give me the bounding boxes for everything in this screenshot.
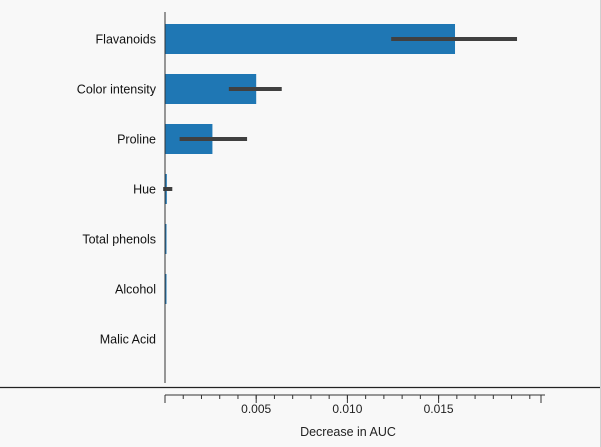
category-label: Hue [133, 183, 156, 197]
x-axis-title: Decrease in AUC [300, 425, 396, 439]
category-label: Alcohol [115, 283, 156, 297]
x-tick-label: 0.010 [332, 402, 362, 416]
category-label: Total phenols [82, 233, 156, 247]
scroll-cover [0, 383, 600, 447]
category-label: Proline [117, 133, 156, 147]
bars-group [165, 24, 456, 304]
category-label: Color intensity [77, 83, 157, 97]
category-label: Flavanoids [96, 33, 156, 47]
x-tick-label: 0.015 [424, 402, 454, 416]
category-label: Malic Acid [100, 333, 156, 347]
bar [165, 274, 167, 304]
error-bars-group [163, 37, 518, 191]
x-ticks-group: 0.005 0.010 0.015 [164, 395, 542, 416]
category-labels-group: Flavanoids Color intensity Proline Hue Total… [33, 33, 157, 397]
bar [165, 224, 167, 254]
x-tick-label: 0.005 [241, 402, 271, 416]
